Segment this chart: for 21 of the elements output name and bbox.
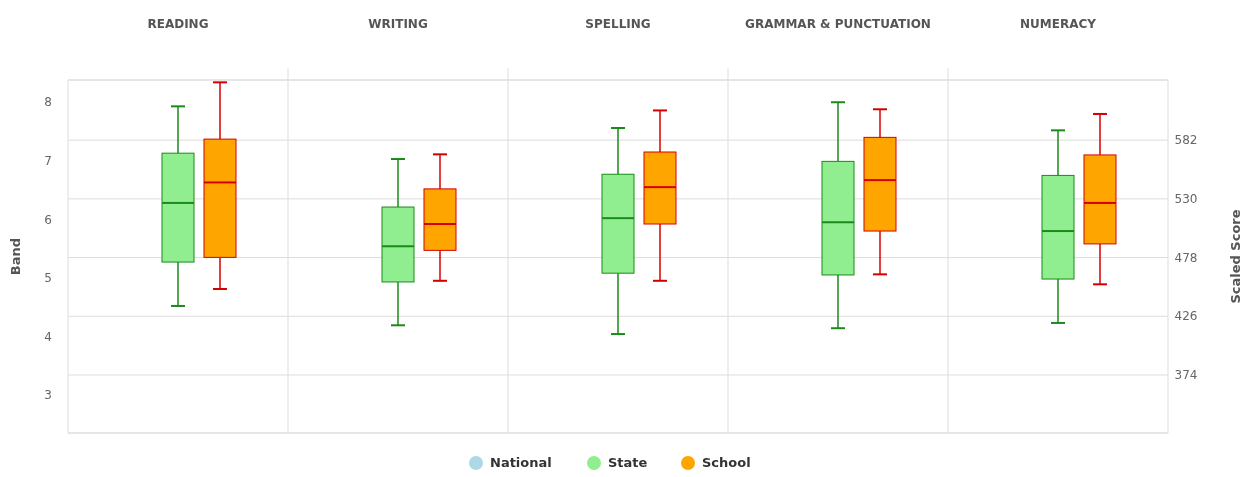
y-axis-title: Band xyxy=(8,237,23,276)
y-tick-label: 7 xyxy=(44,153,52,168)
y-tick-label: 8 xyxy=(44,95,52,110)
y-tick-label: 3 xyxy=(44,388,52,403)
y2-axis-title: Scaled Score xyxy=(1228,209,1243,304)
x-tick-label: GRAMMAR & PUNCTUATION xyxy=(745,17,931,31)
legend-label: National xyxy=(490,455,552,470)
y-tick-label: 6 xyxy=(44,212,52,227)
x-tick-label: NUMERACY xyxy=(1020,17,1097,31)
y2-tick-label: 374 xyxy=(1174,368,1198,383)
y2-tick-label: 530 xyxy=(1174,192,1198,207)
y2-tick-label: 582 xyxy=(1174,133,1198,148)
y-tick-label: 5 xyxy=(44,271,52,286)
y-tick-label: 4 xyxy=(44,329,52,344)
x-tick-label: SPELLING xyxy=(585,17,651,31)
legend-label: School xyxy=(702,455,751,470)
x-tick-label: READING xyxy=(147,17,209,31)
y2-tick-label: 478 xyxy=(1174,250,1198,265)
y2-tick-label: 426 xyxy=(1174,309,1198,324)
legend-label: State xyxy=(608,455,648,470)
x-tick-label: WRITING xyxy=(368,17,428,31)
